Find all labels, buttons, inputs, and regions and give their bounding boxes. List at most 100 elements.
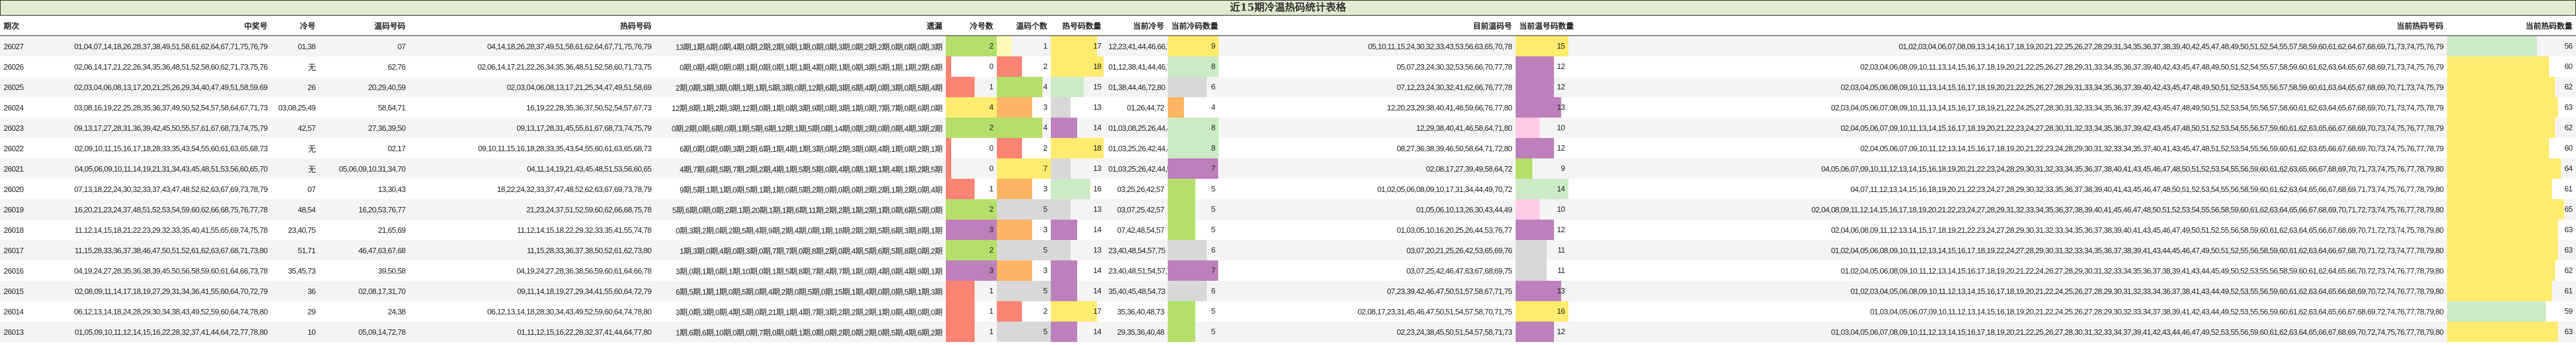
- count-value: 16: [1093, 184, 1102, 193]
- current-warm-count-cell: 14: [1516, 179, 1568, 199]
- current-cold-cell: 35,40,45,48,54,73: [1105, 281, 1168, 301]
- data-bar: [1516, 179, 1568, 199]
- current-hot-count-cell: 62: [2447, 118, 2576, 138]
- current-hot-count-cell: 63: [2447, 97, 2576, 118]
- warm-numbers-cell: 21,65,69: [319, 220, 409, 240]
- current-warm-count-cell: 12: [1516, 77, 1568, 97]
- count-value: 60: [2564, 143, 2573, 152]
- current-hot-count-cell: 62: [2447, 77, 2576, 97]
- count-value: 6: [1211, 286, 1215, 295]
- current-cold-count-cell: 6: [1168, 240, 1219, 260]
- hot-count-cell: 13: [1051, 199, 1105, 220]
- table-row: 26025 02,03,04,06,08,13,17,20,21,25,26,29…: [0, 77, 2576, 97]
- data-bar: [1516, 301, 1568, 322]
- data-bar: [1051, 158, 1071, 179]
- data-bar: [946, 179, 975, 199]
- table-row: 26026 02,06,14,17,21,22,26,34,35,36,48,51…: [0, 56, 2576, 77]
- count-value: 15: [1093, 82, 1102, 91]
- count-value: 5: [1211, 225, 1215, 234]
- cold-count-cell: 2: [946, 240, 997, 260]
- table-row: 26021 04,05,06,09,10,11,14,19,21,31,34,43…: [0, 158, 2576, 179]
- current-cold-count-cell: 5: [1168, 199, 1219, 220]
- data-bar: [946, 97, 997, 118]
- cold-count-cell: 3: [946, 260, 997, 281]
- header-warm: 温码号码: [319, 16, 409, 36]
- data-bar: [1168, 97, 1184, 118]
- miss-periods-cell: 0期,0期,4期,0期,0期,1期,0期,0期,1期,1期,4期,0期,1期,0…: [655, 56, 946, 77]
- data-bar: [997, 199, 1051, 220]
- data-bar: [1051, 36, 1097, 56]
- warm-count-cell: 3: [997, 260, 1051, 281]
- miss-periods-cell: 0期,3期,2期,0期,2期,5期,4期,9期,2期,4期,0期,1期,18期,…: [655, 220, 946, 240]
- count-value: 13: [1093, 205, 1102, 214]
- data-bar: [1516, 322, 1554, 342]
- data-bar: [946, 260, 997, 281]
- winning-numbers-cell: 16,20,21,23,24,37,48,51,52,53,54,59,60,6…: [25, 199, 271, 220]
- header-hot: 热码号码: [409, 16, 655, 36]
- count-value: 12: [1556, 62, 1565, 71]
- cold-numbers-cell: 无: [271, 138, 319, 158]
- count-value: 4: [1043, 82, 1047, 91]
- data-bar: [1168, 56, 1219, 77]
- count-value: 1: [989, 82, 993, 91]
- data-bar: [997, 240, 1051, 260]
- warm-numbers-cell: 39,50,58: [319, 260, 409, 281]
- data-bar: [997, 158, 1051, 179]
- table-row: 26020 07,13,18,22,24,30,32,33,37,43,47,48…: [0, 179, 2576, 199]
- data-bar: [946, 118, 997, 138]
- current-hot-cell: 01,02,03,04,06,07,08,09,13,14,16,17,18,1…: [1568, 35, 2447, 56]
- current-warm-count-cell: 16: [1516, 301, 1568, 322]
- cold-count-cell: 1: [946, 77, 997, 97]
- data-bar: [1168, 158, 1218, 179]
- warm-count-cell: 3: [997, 179, 1051, 199]
- warm-numbers-cell: 58,64,71: [319, 97, 409, 118]
- warm-numbers-cell: 07: [319, 35, 409, 56]
- hot-numbers-cell: 01,11,12,15,16,22,28,32,37,41,44,64,77,8…: [409, 322, 655, 342]
- data-bar: [946, 301, 975, 322]
- warm-count-cell: 1: [997, 35, 1051, 56]
- period-cell: 26018: [0, 220, 25, 240]
- count-value: 60: [2564, 62, 2573, 71]
- cold-count-cell: 4: [946, 97, 997, 118]
- current-warm-cell: 05,07,23,24,30,32,53,56,66,70,77,78: [1219, 56, 1516, 77]
- current-cold-cell: 29,35,36,40,48: [1105, 322, 1168, 342]
- current-warm-cell: 12,20,23,29,38,40,41,46,59,66,76,77,80: [1219, 97, 1516, 118]
- current-warm-count-cell: 12: [1516, 138, 1568, 158]
- current-cold-count-cell: 5: [1168, 220, 1219, 240]
- cold-count-cell: 0: [946, 56, 997, 77]
- data-bar: [2447, 281, 2552, 301]
- count-value: 14: [1093, 286, 1102, 295]
- warm-count-cell: 4: [997, 77, 1051, 97]
- warm-count-cell: 3: [997, 97, 1051, 118]
- header-cold-count: 冷号数: [946, 16, 997, 36]
- warm-count-cell: 4: [997, 118, 1051, 138]
- hot-count-cell: 13: [1051, 158, 1105, 179]
- data-bar: [2447, 138, 2549, 158]
- current-cold-count-cell: 6: [1168, 77, 1219, 97]
- count-value: 11: [1557, 266, 1565, 275]
- data-bar: [946, 138, 952, 158]
- period-cell: 26014: [0, 301, 25, 322]
- current-cold-cell: 03,25,26,42,57: [1105, 179, 1168, 199]
- count-value: 8: [1211, 143, 1215, 152]
- period-cell: 26015: [0, 281, 25, 301]
- current-warm-cell: 02,08,17,27,39,49,58,64,72: [1219, 158, 1516, 179]
- period-cell: 26019: [0, 199, 25, 220]
- current-hot-cell: 02,04,06,08,09,11,12,13,14,15,17,18,19,2…: [1568, 220, 2447, 240]
- warm-numbers-cell: 24,38: [319, 301, 409, 322]
- cold-numbers-cell: 26: [271, 77, 319, 97]
- data-bar: [1168, 220, 1195, 240]
- data-bar: [997, 281, 1051, 301]
- table-row: 26016 04,19,24,27,28,35,36,38,39,45,50,56…: [0, 260, 2576, 281]
- table-row: 26013 01,05,09,10,11,12,14,15,16,22,28,32…: [0, 322, 2576, 342]
- warm-numbers-cell: 62,76: [319, 56, 409, 77]
- winning-numbers-cell: 03,08,16,19,22,25,28,35,36,37,49,50,52,5…: [25, 97, 271, 118]
- cold-count-cell: 3: [946, 220, 997, 240]
- warm-count-cell: 5: [997, 322, 1051, 342]
- data-bar: [1168, 199, 1195, 220]
- cold-numbers-cell: 03,08,25,49: [271, 97, 319, 118]
- current-warm-cell: 01,03,05,10,16,20,25,26,44,53,76,77: [1219, 220, 1516, 240]
- data-bar: [1051, 220, 1077, 240]
- data-bar: [1168, 301, 1195, 322]
- hot-count-cell: 15: [1051, 77, 1105, 97]
